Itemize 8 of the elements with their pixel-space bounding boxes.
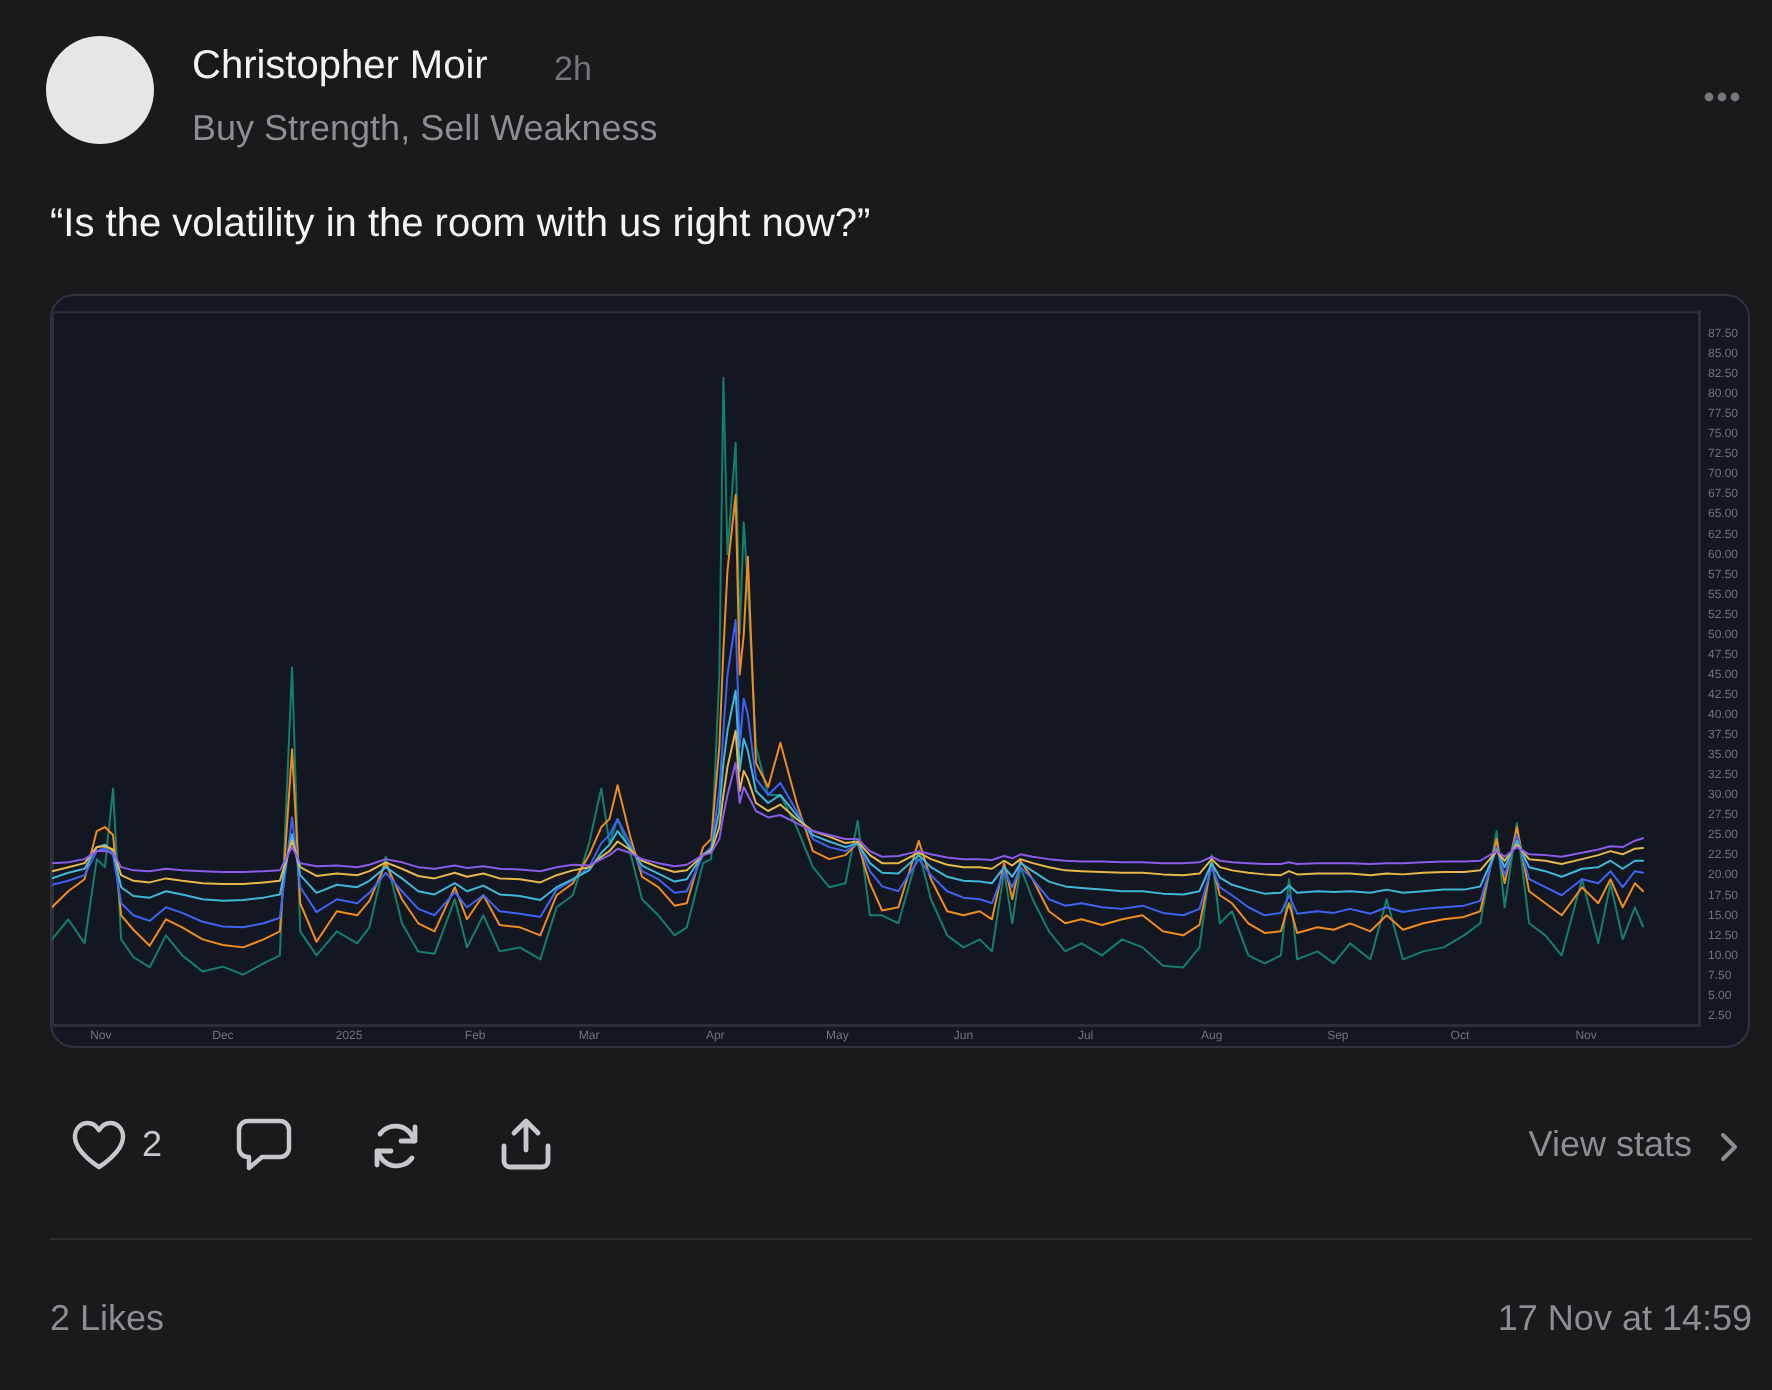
text: 2 Likes [50,1298,165,1340]
chart-title: “Is the volatility in the room with us right now?” [50,202,871,248]
text: 17 Nov at 14:59 [1497,1298,1752,1340]
text: 2h [554,50,592,90]
text: 2 [142,1124,163,1166]
text: Buy Strength, Sell Weakness [192,108,658,150]
text: Christopher Moir [192,44,488,90]
text: View stats [1528,1124,1692,1166]
